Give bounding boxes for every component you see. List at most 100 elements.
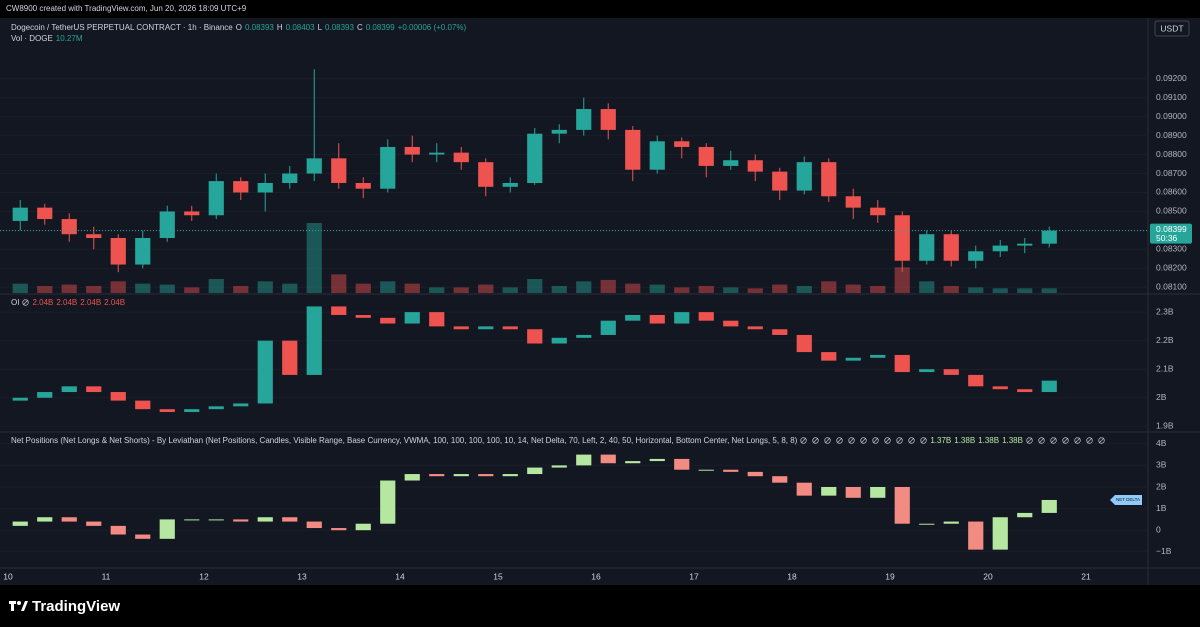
volume-bar [625, 283, 641, 293]
volume-bar [772, 284, 788, 293]
candle-body [306, 306, 322, 375]
candle-body [992, 245, 1008, 252]
chart-bg [0, 18, 1200, 585]
y-tick-label: 3B [1156, 460, 1167, 470]
icon [824, 437, 832, 444]
candle-body [502, 183, 518, 187]
volume-value: 10.27M [55, 34, 83, 43]
candle-body [110, 238, 126, 265]
ohlc-key: H [276, 23, 283, 32]
y-tick-label: 0.08800 [1156, 149, 1187, 159]
candle-body [625, 129, 641, 170]
candle-body [600, 454, 616, 464]
icon [920, 437, 928, 444]
brand: TradingView [32, 598, 121, 615]
candle-body [943, 521, 959, 524]
price-legend: Dogecoin / TetherUS PERPETUAL CONTRACT ·… [11, 23, 466, 32]
icon [836, 437, 844, 444]
candle-body [135, 534, 151, 539]
x-tick-label: 16 [591, 571, 601, 581]
currency-box [1154, 20, 1190, 37]
x-tick-label: 17 [689, 571, 699, 581]
candle-body [576, 109, 592, 130]
volume-bar [527, 279, 543, 293]
candle-body [478, 474, 494, 477]
candle-body [355, 523, 371, 531]
volume-bar [429, 287, 445, 293]
y-tick-label: 0.08100 [1156, 282, 1187, 292]
x-tick-label: 15 [493, 571, 503, 581]
oi-value: 2.04B [32, 298, 54, 307]
candle-body [61, 517, 77, 522]
volume-bar [233, 286, 249, 293]
candle-body [380, 146, 396, 189]
candle-body [649, 141, 665, 170]
candle-body [331, 306, 347, 315]
candle-body [943, 234, 959, 261]
volume-bar [453, 287, 469, 293]
volume-bar [968, 287, 984, 293]
y-tick-label: 0.08500 [1156, 206, 1187, 216]
candle-body [943, 369, 959, 375]
logo [9, 601, 28, 611]
symbol: Dogecoin / TetherUS PERPETUAL CONTRACT ·… [11, 23, 233, 32]
volume-bar [355, 283, 371, 293]
x-tick-label: 11 [102, 571, 111, 581]
net-delta-label: NET DELTA [1116, 497, 1140, 502]
volume-bar [747, 288, 763, 293]
candle-body [600, 320, 616, 335]
oi-legend: OI 2.04B 2.04B 2.04B 2.04B [11, 298, 125, 307]
candle-body [1041, 380, 1057, 393]
volume-bar [208, 279, 224, 293]
oi-value: 2.04B [56, 298, 78, 307]
candle-body [306, 521, 322, 529]
candle-body [1041, 499, 1057, 513]
volume-bar [576, 281, 592, 293]
x-tick-label: 18 [787, 571, 797, 581]
candle-body [968, 251, 984, 261]
candle-body [331, 158, 347, 183]
icon [1050, 437, 1057, 444]
x-tick-label: 10 [3, 571, 13, 581]
candle-body [380, 317, 396, 324]
volume-bar [306, 223, 322, 293]
ohlc-value: 0.08399 [365, 23, 395, 32]
volume-bar [943, 286, 959, 293]
volume-bar [282, 283, 298, 293]
net-delta-tag [1110, 494, 1142, 505]
candle-body [257, 183, 273, 193]
net-name: Net Positions (Net Longs & Net Shorts) -… [11, 436, 798, 445]
net-value: 1.38B [1002, 436, 1023, 445]
volume-bar [37, 286, 53, 293]
y-tick-label: 1.9B [1156, 421, 1174, 431]
candle-body [674, 141, 690, 147]
candle-body [1017, 243, 1033, 246]
x-tick-label: 13 [297, 571, 307, 581]
icon [1038, 437, 1045, 444]
volume-bar [600, 279, 616, 293]
candle-body [135, 238, 151, 265]
y-tick-label: 2B [1156, 392, 1167, 402]
candle-body [184, 211, 200, 216]
volume-bar [61, 284, 77, 293]
candle-body [429, 152, 445, 155]
volume-bar [502, 287, 518, 293]
candle-body [747, 471, 763, 477]
candle-body [551, 465, 567, 468]
volume-label: Vol · DOGE [11, 34, 53, 43]
candle-body [649, 314, 665, 324]
candle-body [772, 171, 788, 191]
volume-bar [184, 287, 200, 293]
candle-body [233, 403, 249, 407]
volume-bar [551, 286, 567, 293]
candle-body [576, 454, 592, 466]
icon [848, 437, 856, 444]
candle-body [870, 487, 886, 498]
candle-body [698, 469, 714, 471]
icon [896, 437, 904, 444]
candle-body [404, 312, 420, 324]
volume-bar [12, 283, 28, 293]
candle-body [184, 519, 200, 521]
candle-body [1017, 389, 1033, 393]
